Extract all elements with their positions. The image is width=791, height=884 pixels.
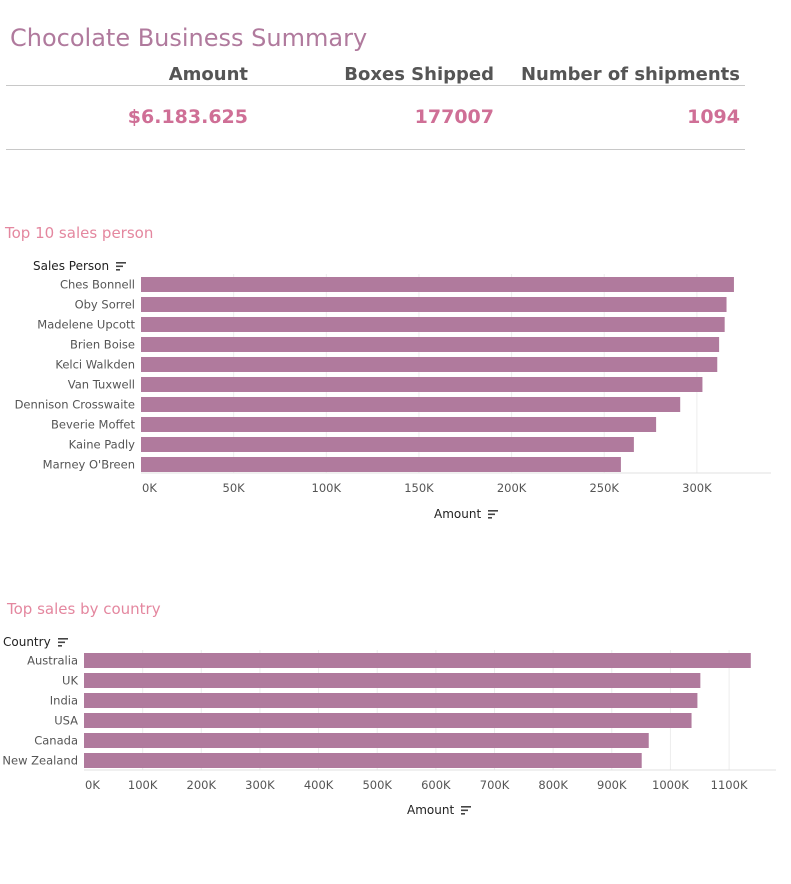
category-label: Canada: [34, 734, 78, 748]
x-tick-label: 1000K: [652, 778, 689, 792]
bar[interactable]: [84, 653, 751, 668]
country-field-label: Country: [3, 635, 51, 649]
category-label: Beverie Moffet: [51, 418, 135, 432]
x-tick-label: 100K: [312, 481, 342, 495]
salesperson-axis-header[interactable]: Amount: [434, 507, 498, 521]
kpi-boxes-value: 177007: [414, 106, 494, 128]
category-label: Kaine Padly: [69, 438, 136, 452]
x-tick-label: 700K: [480, 778, 510, 792]
category-label: Brien Boise: [70, 338, 135, 352]
category-label: Madelene Upcott: [37, 318, 135, 332]
country-bar-chart: Australia UK India USA Canada New Zealand 0K 10…: [2, 650, 776, 792]
x-tick-label: 150K: [404, 481, 434, 495]
bar[interactable]: [141, 317, 725, 332]
salesperson-axis-label: Amount: [434, 507, 482, 521]
bar[interactable]: [141, 457, 621, 472]
sort-descending-icon[interactable]: [460, 806, 471, 815]
bar[interactable]: [141, 337, 720, 352]
kpi-header-divider: [6, 85, 745, 86]
x-tick-label: 400K: [304, 778, 334, 792]
kpi-shipments-value: 1094: [687, 106, 740, 128]
category-label: UK: [62, 674, 78, 688]
kpi-amount-value: $6.183.625: [127, 106, 248, 128]
sort-descending-icon[interactable]: [487, 510, 498, 519]
category-label: USA: [54, 714, 78, 728]
bar[interactable]: [141, 397, 681, 412]
kpi-shipments-label: Number of shipments: [520, 64, 740, 85]
bar[interactable]: [84, 693, 698, 708]
country-axis-header[interactable]: Amount: [407, 803, 471, 817]
kpi-summary: Amount Boxes Shipped Number of shipments…: [6, 62, 745, 150]
bar[interactable]: [84, 673, 701, 688]
salesperson-chart-title: Top 10 sales person: [5, 224, 154, 242]
kpi-amount-label: Amount: [168, 64, 248, 85]
kpi-bottom-divider: [6, 149, 745, 150]
x-tick-label: 250K: [589, 481, 619, 495]
category-label: Marney O'Breen: [43, 458, 135, 472]
x-tick-label: 0K: [142, 481, 157, 495]
x-tick-label: 50K: [223, 481, 246, 495]
sort-descending-icon[interactable]: [57, 638, 68, 647]
salesperson-field-label: Sales Person: [33, 259, 110, 273]
x-tick-label: 200K: [497, 481, 527, 495]
x-tick-label: 600K: [421, 778, 451, 792]
bar[interactable]: [141, 417, 657, 432]
x-tick-label: 100K: [128, 778, 158, 792]
category-label: Australia: [27, 654, 78, 668]
bar[interactable]: [141, 277, 734, 292]
category-label: Kelci Walkden: [55, 358, 135, 372]
x-tick-label: 1100K: [711, 778, 748, 792]
bar[interactable]: [141, 297, 727, 312]
category-label: Ches Bonnell: [60, 278, 135, 292]
x-tick-label: 500K: [362, 778, 392, 792]
x-tick-label: 0K: [85, 778, 100, 792]
x-tick-label: 300K: [245, 778, 275, 792]
x-tick-label: 900K: [597, 778, 627, 792]
salesperson-field-header[interactable]: Sales Person: [33, 259, 126, 273]
category-label: New Zealand: [2, 754, 78, 768]
x-tick-label: 300K: [682, 481, 712, 495]
sort-descending-icon[interactable]: [115, 262, 126, 271]
bar[interactable]: [141, 377, 703, 392]
kpi-boxes-label: Boxes Shipped: [344, 64, 494, 85]
category-label: India: [50, 694, 78, 708]
category-label: Dennison Crosswaite: [15, 398, 135, 412]
x-tick-label: 800K: [538, 778, 568, 792]
bar[interactable]: [84, 713, 692, 728]
bar[interactable]: [141, 357, 718, 372]
salesperson-bar-chart: Ches Bonnell Oby Sorrel Madelene Upcott Bri…: [15, 274, 771, 495]
bar[interactable]: [84, 753, 642, 768]
country-axis-label: Amount: [407, 803, 455, 817]
bar[interactable]: [141, 437, 634, 452]
category-label: Oby Sorrel: [75, 298, 135, 312]
dashboard-title: Chocolate Business Summary: [10, 24, 368, 52]
category-label: Van Tuxwell: [68, 378, 135, 392]
bar[interactable]: [84, 733, 649, 748]
country-field-header[interactable]: Country: [3, 635, 68, 649]
country-chart-title: Top sales by country: [7, 600, 161, 618]
x-tick-label: 200K: [187, 778, 217, 792]
